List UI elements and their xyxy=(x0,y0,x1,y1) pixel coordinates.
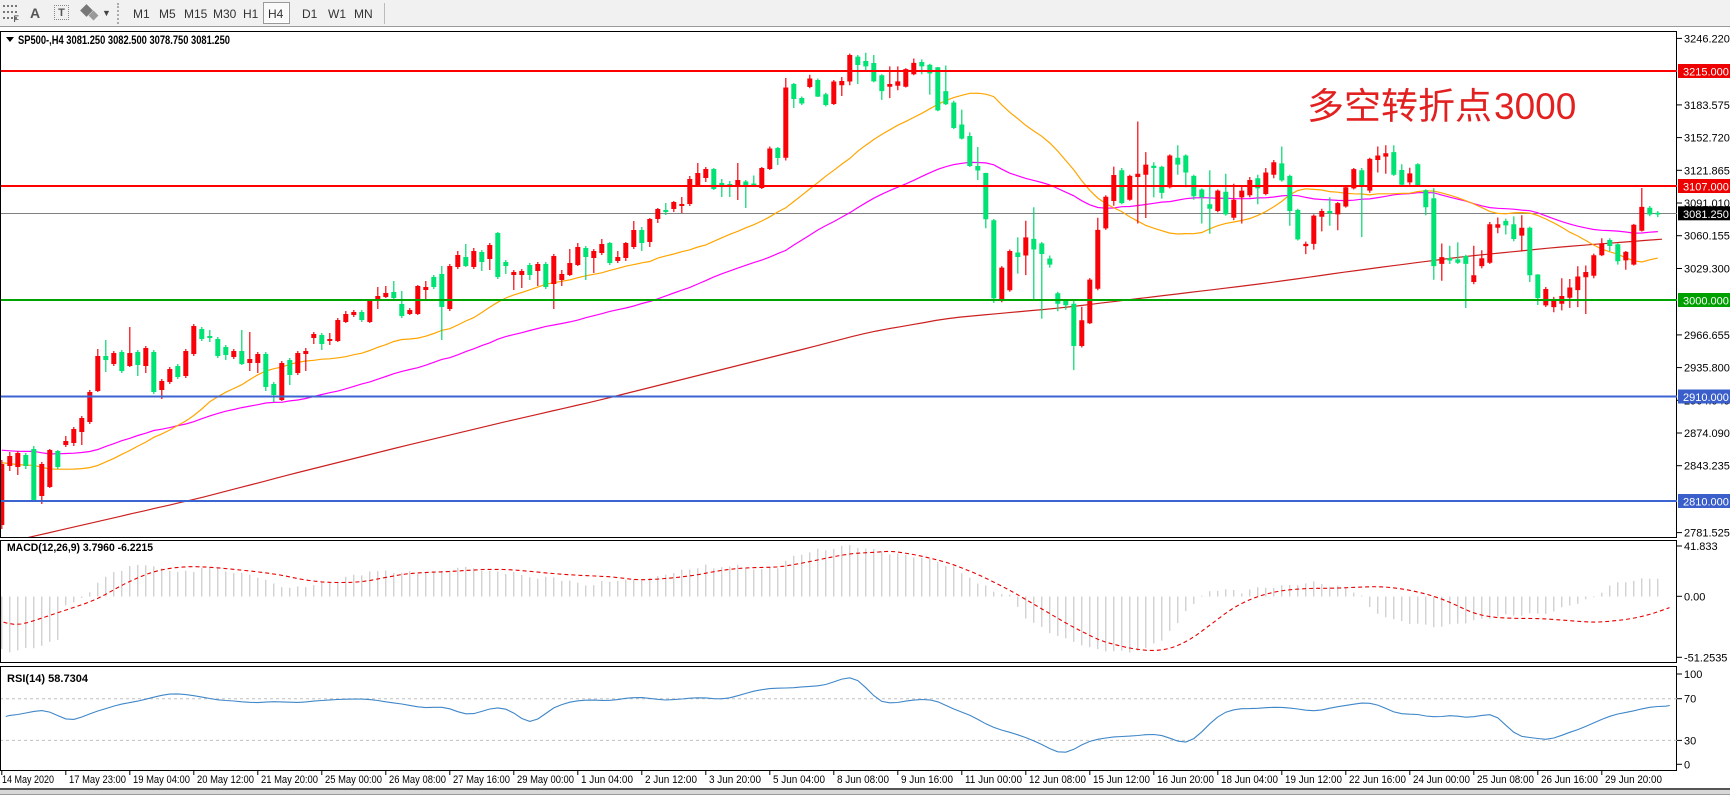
svg-text:2966.655: 2966.655 xyxy=(1684,330,1730,342)
svg-text:16 Jun 20:00: 16 Jun 20:00 xyxy=(1157,774,1214,786)
svg-text:30: 30 xyxy=(1684,735,1696,747)
svg-text:3246.220: 3246.220 xyxy=(1684,33,1730,45)
svg-text:2874.090: 2874.090 xyxy=(1684,428,1730,440)
svg-text:0.00: 0.00 xyxy=(1684,591,1705,603)
svg-text:3000.000: 3000.000 xyxy=(1683,296,1729,308)
svg-text:17 May 23:00: 17 May 23:00 xyxy=(69,774,126,786)
svg-text:100: 100 xyxy=(1684,669,1702,681)
svg-text:11 Jun 00:00: 11 Jun 00:00 xyxy=(965,774,1022,786)
svg-text:8 Jun 08:00: 8 Jun 08:00 xyxy=(837,774,889,786)
svg-text:2810.000: 2810.000 xyxy=(1683,497,1729,509)
svg-text:2 Jun 12:00: 2 Jun 12:00 xyxy=(645,774,697,786)
svg-text:-51.2535: -51.2535 xyxy=(1684,652,1727,664)
svg-text:24 Jun 00:00: 24 Jun 00:00 xyxy=(1413,774,1470,786)
svg-text:3029.300: 3029.300 xyxy=(1684,264,1730,276)
svg-text:3000: 3000 xyxy=(1494,86,1576,127)
svg-text:14 May 2020: 14 May 2020 xyxy=(2,774,54,786)
svg-text:41.833: 41.833 xyxy=(1684,541,1718,553)
svg-text:MACD(12,26,9) 3.7960 -6.2215: MACD(12,26,9) 3.7960 -6.2215 xyxy=(7,542,153,554)
svg-text:29 May 00:00: 29 May 00:00 xyxy=(517,774,574,786)
svg-text:3215.000: 3215.000 xyxy=(1683,67,1729,79)
svg-text:9 Jun 16:00: 9 Jun 16:00 xyxy=(901,774,953,786)
svg-text:1 Jun 04:00: 1 Jun 04:00 xyxy=(581,774,633,786)
svg-text:RSI(14) 58.7304: RSI(14) 58.7304 xyxy=(7,673,89,685)
svg-text:12 Jun 08:00: 12 Jun 08:00 xyxy=(1029,774,1086,786)
svg-text:SP500-,H4 3081.250 3082.500 3: SP500-,H4 3081.250 3082.500 3078.750 308… xyxy=(18,35,230,47)
svg-text:5 Jun 04:00: 5 Jun 04:00 xyxy=(773,774,825,786)
svg-text:26 Jun 16:00: 26 Jun 16:00 xyxy=(1541,774,1598,786)
svg-text:27 May 16:00: 27 May 16:00 xyxy=(453,774,510,786)
svg-text:3107.000: 3107.000 xyxy=(1683,182,1729,194)
svg-text:21 May 20:00: 21 May 20:00 xyxy=(261,774,318,786)
svg-text:2843.235: 2843.235 xyxy=(1684,461,1730,473)
svg-text:19 May 04:00: 19 May 04:00 xyxy=(133,774,190,786)
svg-text:3183.575: 3183.575 xyxy=(1684,100,1730,112)
svg-text:0: 0 xyxy=(1684,759,1690,771)
svg-text:70: 70 xyxy=(1684,694,1696,706)
svg-text:29 Jun 20:00: 29 Jun 20:00 xyxy=(1605,774,1662,786)
svg-text:25 Jun 08:00: 25 Jun 08:00 xyxy=(1477,774,1534,786)
svg-text:18 Jun 04:00: 18 Jun 04:00 xyxy=(1221,774,1278,786)
svg-text:3060.155: 3060.155 xyxy=(1684,231,1730,243)
svg-text:19 Jun 12:00: 19 Jun 12:00 xyxy=(1285,774,1342,786)
svg-text:3081.250: 3081.250 xyxy=(1683,209,1729,221)
svg-text:3152.720: 3152.720 xyxy=(1684,133,1730,145)
svg-text:2935.800: 2935.800 xyxy=(1684,363,1730,375)
svg-text:22 Jun 16:00: 22 Jun 16:00 xyxy=(1349,774,1406,786)
svg-text:3121.865: 3121.865 xyxy=(1684,165,1730,177)
svg-text:20 May 12:00: 20 May 12:00 xyxy=(197,774,254,786)
svg-text:26 May 08:00: 26 May 08:00 xyxy=(389,774,446,786)
svg-text:3 Jun 20:00: 3 Jun 20:00 xyxy=(709,774,761,786)
svg-text:15 Jun 12:00: 15 Jun 12:00 xyxy=(1093,774,1150,786)
svg-text:2910.000: 2910.000 xyxy=(1683,392,1729,404)
svg-text:25 May 00:00: 25 May 00:00 xyxy=(325,774,382,786)
svg-text:2781.525: 2781.525 xyxy=(1684,528,1730,540)
